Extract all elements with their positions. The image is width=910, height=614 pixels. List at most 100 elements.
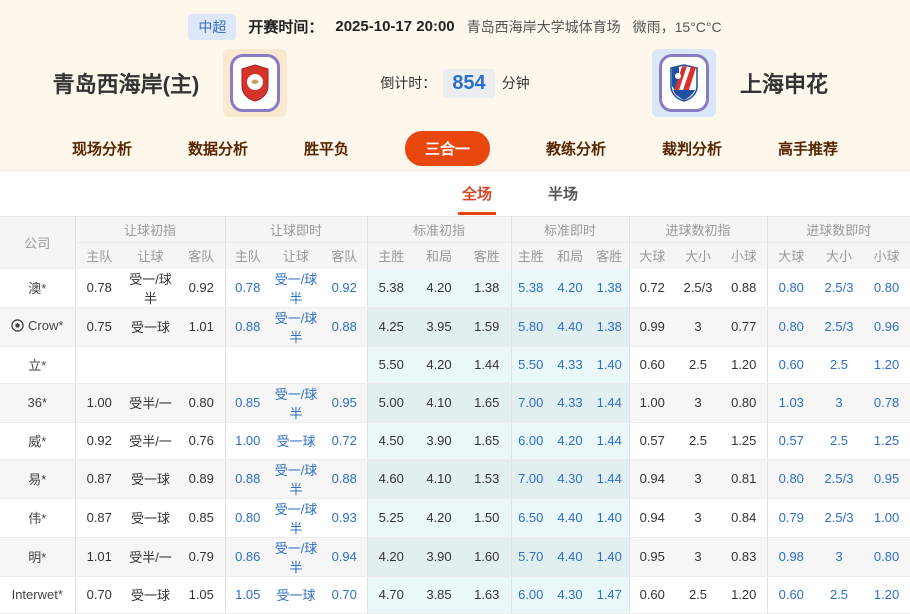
odds-cell: 6.00 <box>510 576 550 614</box>
odds-sub-header: 客队 <box>322 242 367 269</box>
odds-cell: 0.96 <box>863 307 910 347</box>
odds-cell: 0.70 <box>322 576 367 614</box>
subtab-full-match[interactable]: 全场 <box>457 172 496 215</box>
odds-cell: 2.5 <box>675 346 721 384</box>
odds-cell: 2.5 <box>815 576 864 614</box>
odds-cell: 2.5/3 <box>815 307 864 347</box>
odds-group-header: 标准初指 <box>366 216 511 243</box>
odds-cell: 5.38 <box>510 268 550 308</box>
home-team-name: 青岛西海岸(主) <box>52 72 200 97</box>
odds-sub-header: 让球 <box>123 242 178 269</box>
odds-cell: 受一球 <box>123 498 178 538</box>
odds-cell: 4.33 <box>550 346 590 384</box>
odds-sub-header: 大小 <box>675 242 721 269</box>
odds-cell: 4.70 <box>366 576 415 614</box>
odds-cell: 1.05 <box>224 576 270 614</box>
odds-cell: 受一/球半 <box>270 498 322 538</box>
odds-cell: 1.65 <box>463 422 511 460</box>
tab-coach-analysis[interactable]: 教练分析 <box>546 140 607 158</box>
away-team-crest-icon <box>658 54 709 112</box>
odds-cell: 1.44 <box>590 422 629 460</box>
odds-sub-header: 大球 <box>766 242 816 269</box>
odds-cell: 0.60 <box>766 576 816 614</box>
odds-cell: 7.00 <box>510 459 550 499</box>
odds-cell: 1.38 <box>590 268 629 308</box>
odds-cell: 4.10 <box>415 383 463 423</box>
odds-cell: 受一球 <box>123 307 178 347</box>
odds-row: 澳* 0.78 受一/球半 0.92 0.78 受一/球半 0.92 5.38 4.20 1.38… <box>0 268 910 308</box>
odds-cell: 0.80 <box>863 268 910 308</box>
tab-expert-picks[interactable]: 高手推荐 <box>778 140 839 158</box>
away-team-section: 上海申花 <box>570 49 910 117</box>
soccer-ball-icon <box>11 319 24 335</box>
odds-cell: 0.94 <box>322 537 367 577</box>
tab-live-analysis[interactable]: 现场分析 <box>71 140 132 158</box>
company-cell: 36* <box>0 383 76 423</box>
odds-cell: 1.20 <box>863 576 910 614</box>
odds-sub-header: 主胜 <box>510 242 550 269</box>
odds-cell: 0.60 <box>628 576 675 614</box>
odds-cell: 0.80 <box>863 537 910 577</box>
odds-cell: 4.60 <box>366 459 415 499</box>
odds-cell: 0.57 <box>766 422 816 460</box>
odds-cell <box>178 346 225 384</box>
odds-cell: 0.80 <box>178 383 225 423</box>
odds-cell: 5.00 <box>366 383 415 423</box>
odds-cell: 0.80 <box>766 268 816 308</box>
odds-cell: 3 <box>675 537 721 577</box>
odds-cell: 0.85 <box>224 383 270 423</box>
odds-cell: 1.65 <box>463 383 511 423</box>
away-team-name: 上海申花 <box>739 72 828 97</box>
odds-cell: 4.25 <box>366 307 415 347</box>
odds-sub-header: 大小 <box>815 242 864 269</box>
odds-cell: 0.84 <box>721 498 768 538</box>
odds-cell: 0.80 <box>721 383 768 423</box>
odds-cell: 0.94 <box>628 498 675 538</box>
odds-cell: 受一/球半 <box>270 307 322 347</box>
odds-cell: 1.40 <box>590 346 629 384</box>
odds-cell: 6.00 <box>510 422 550 460</box>
home-team-section: 青岛西海岸(主) <box>0 49 340 117</box>
odds-cell: 1.00 <box>74 383 123 423</box>
odds-cell: 4.20 <box>415 268 463 308</box>
odds-cell: 0.83 <box>721 537 768 577</box>
odds-cell <box>322 346 367 384</box>
odds-cell: 1.63 <box>463 576 511 614</box>
odds-cell: 0.86 <box>224 537 270 577</box>
odds-cell <box>123 346 178 384</box>
tab-three-in-one[interactable]: 三合一 <box>404 130 490 166</box>
company-cell: 易* <box>0 459 76 499</box>
odds-row: 立* 5.50 4.20 1.44 5.50 4.33 1.40 0.60 2.5 1.20 0.6… <box>0 346 910 384</box>
company-column-header: 公司 <box>0 216 76 269</box>
tab-win-draw-lose[interactable]: 胜平负 <box>303 140 349 158</box>
odds-cell <box>74 346 123 384</box>
odds-cell: 1.44 <box>590 459 629 499</box>
odds-cell: 4.20 <box>415 498 463 538</box>
tab-referee-analysis[interactable]: 裁判分析 <box>662 140 723 158</box>
odds-cell: 2.5 <box>675 422 721 460</box>
odds-cell: 受一球 <box>123 459 178 499</box>
odds-cell: 4.30 <box>550 459 590 499</box>
odds-cell: 0.88 <box>322 459 367 499</box>
odds-cell: 5.70 <box>510 537 550 577</box>
subtab-half-match[interactable]: 半场 <box>548 186 579 203</box>
odds-cell: 1.00 <box>628 383 675 423</box>
odds-cell: 0.76 <box>178 422 225 460</box>
venue-text: 青岛西海岸大学城体育场 <box>466 18 621 35</box>
odds-cell: 1.47 <box>590 576 629 614</box>
odds-cell: 受一球 <box>123 576 178 614</box>
odds-cell: 2.5/3 <box>815 498 864 538</box>
league-badge[interactable]: 中超 <box>188 13 237 40</box>
odds-cell: 2.5/3 <box>815 268 864 308</box>
odds-cell: 0.92 <box>322 268 367 308</box>
odds-cell: 1.53 <box>463 459 511 499</box>
tab-data-analysis[interactable]: 数据分析 <box>187 140 248 158</box>
odds-cell: 4.20 <box>366 537 415 577</box>
odds-cell: 0.87 <box>74 459 123 499</box>
odds-sub-header: 和局 <box>550 242 590 269</box>
odds-cell: 0.79 <box>766 498 816 538</box>
odds-group-header: 标准即时 <box>510 216 629 243</box>
odds-cell: 受一球 <box>270 422 322 460</box>
odds-cell: 0.78 <box>224 268 270 308</box>
odds-cell: 1.03 <box>766 383 816 423</box>
